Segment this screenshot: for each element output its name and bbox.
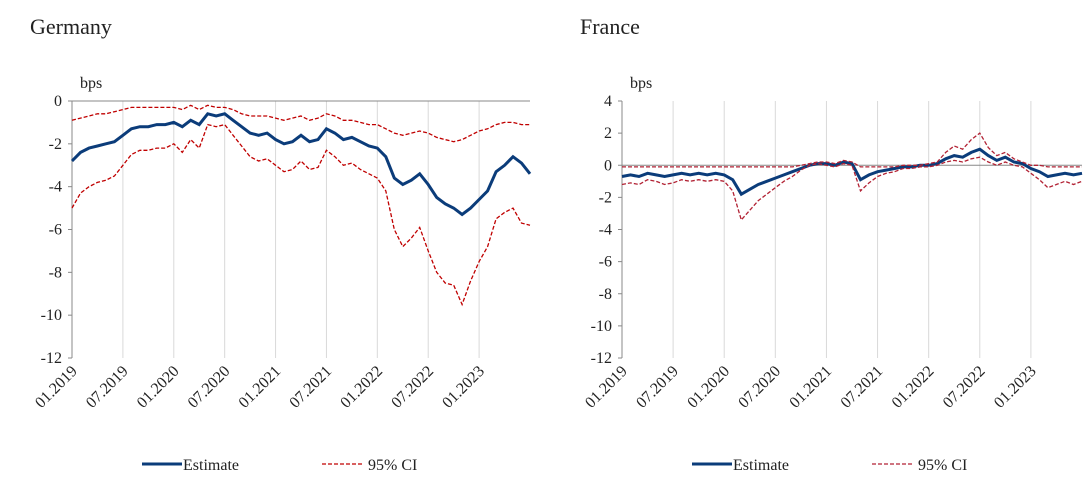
x-tick-label: 07.2020 <box>735 363 784 412</box>
x-tick-label: 07.2021 <box>838 363 887 412</box>
y-tick-label: -2 <box>49 136 62 153</box>
y-axis-label: bps <box>80 75 102 92</box>
x-tick-label: 07.2020 <box>185 363 234 412</box>
y-tick-label: -4 <box>599 222 612 239</box>
y-tick-label: -12 <box>591 350 612 367</box>
x-tick-label: 01.2021 <box>236 363 285 412</box>
x-tick-label: 07.2021 <box>286 363 335 412</box>
y-tick-label: -8 <box>599 286 612 303</box>
y-tick-label: -6 <box>49 222 62 239</box>
x-tick-label: 01.2020 <box>134 363 183 412</box>
y-tick-label: 0 <box>604 157 612 174</box>
x-tick-label: 07.2022 <box>388 363 437 412</box>
y-tick-label: 2 <box>604 125 612 142</box>
y-tick-label: 0 <box>54 93 62 110</box>
y-tick-label: -6 <box>599 254 612 271</box>
ci-upper-line <box>622 132 1082 168</box>
x-tick-label: 07.2019 <box>633 363 682 412</box>
x-tick-label: 01.2023 <box>439 363 488 412</box>
legend-label: Estimate <box>733 457 789 474</box>
y-tick-label: -4 <box>49 179 62 196</box>
legend-label: 95% CI <box>918 457 967 474</box>
estimate-line <box>70 112 532 217</box>
y-tick-label: -10 <box>41 307 62 324</box>
estimate-line <box>621 147 1083 197</box>
ci-upper-line <box>71 104 530 143</box>
y-tick-label: 4 <box>604 93 612 110</box>
y-tick-label: -10 <box>591 318 612 335</box>
x-tick-label: 07.2019 <box>83 363 132 412</box>
y-axis-label: bps <box>630 75 652 92</box>
y-tick-label: -12 <box>41 350 62 367</box>
x-tick-label: 01.2021 <box>786 363 835 412</box>
ci-lower-line <box>621 156 1083 222</box>
legend-label: 95% CI <box>368 457 417 474</box>
x-tick-label: 01.2022 <box>889 363 938 412</box>
legend-label: Estimate <box>183 457 239 474</box>
y-tick-label: -8 <box>49 264 62 281</box>
chart-title: Germany <box>30 14 112 39</box>
x-tick-label: 01.2023 <box>991 363 1040 412</box>
y-tick-label: -2 <box>599 189 612 206</box>
x-tick-label: 01.2019 <box>32 363 81 412</box>
x-tick-label: 07.2022 <box>940 363 989 412</box>
x-tick-label: 01.2019 <box>582 363 631 412</box>
x-tick-label: 01.2022 <box>337 363 386 412</box>
x-tick-label: 01.2020 <box>684 363 733 412</box>
chart-title: France <box>580 14 640 39</box>
